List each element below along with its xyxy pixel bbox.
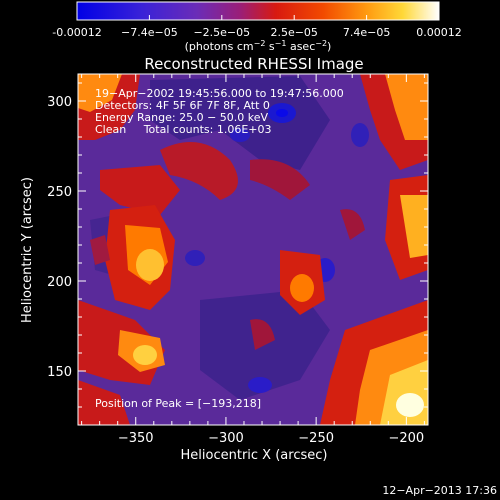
image-map bbox=[78, 74, 428, 425]
axis-ticks: −350 −300 −250 −200 150 200 250 300 bbox=[47, 74, 428, 446]
map-emission-region bbox=[340, 209, 365, 240]
annotation-energy-range: Energy Range: 25.0 − 50.0 keV bbox=[95, 111, 269, 124]
y-tick-label: 250 bbox=[47, 185, 72, 200]
map-emission-region bbox=[290, 274, 314, 302]
x-tick-label: −350 bbox=[118, 431, 154, 446]
map-emission-region bbox=[100, 165, 180, 215]
y-tick-label: 300 bbox=[47, 95, 72, 110]
annotation-clean-counts: Clean Total counts: 1.06E+03 bbox=[95, 123, 272, 136]
map-min-spot bbox=[230, 128, 250, 142]
y-tick-label: 150 bbox=[47, 365, 72, 380]
map-min-spot bbox=[248, 377, 272, 393]
x-tick-label: −200 bbox=[388, 431, 424, 446]
map-emission-region bbox=[78, 74, 122, 112]
colorbar-units: (photons cm−2 s−1 asec−2) bbox=[185, 39, 332, 53]
map-min-spot bbox=[276, 109, 288, 117]
plot-frame bbox=[77, 73, 429, 426]
map-emission-region bbox=[160, 142, 238, 200]
map-emission-region bbox=[396, 393, 424, 417]
peak-position-label: Position of Peak = [−193,218] bbox=[95, 397, 261, 410]
colorbar-tick-label: 7.4e−05 bbox=[343, 26, 390, 39]
map-emission-region bbox=[250, 159, 310, 200]
annotation-detectors: Detectors: 4F 5F 6F 7F 8F, Att 0 bbox=[95, 99, 270, 112]
colorbar-ticks: -0.00012 −7.4e−05 −2.5e−05 2.5e−05 7.4e−05 0.… bbox=[52, 15, 462, 39]
map-emission-region bbox=[400, 195, 428, 258]
map-emission-region bbox=[250, 319, 275, 350]
colorbar-tick-label: 2.5e−05 bbox=[270, 26, 317, 39]
x-tick-label: −300 bbox=[208, 431, 244, 446]
x-tick-label: −250 bbox=[298, 431, 334, 446]
x-axis-label: Heliocentric X (arcsec) bbox=[181, 448, 328, 463]
map-min-spot bbox=[351, 123, 369, 147]
map-emission-region bbox=[136, 249, 164, 281]
plot-title: Reconstructed RHESSI Image bbox=[144, 55, 363, 73]
colorbar-tick-label: -0.00012 bbox=[52, 26, 101, 39]
map-emission-region bbox=[90, 235, 110, 265]
colorbar-tick-label: −7.4e−05 bbox=[121, 26, 178, 39]
timestamp: 12−Apr−2013 17:36 bbox=[382, 484, 497, 497]
annotations: 19−Apr−2002 19:45:56.000 to 19:47:56.000… bbox=[95, 87, 344, 136]
y-tick-label: 200 bbox=[47, 275, 72, 290]
map-min-spot bbox=[185, 250, 205, 266]
map-emission-region bbox=[385, 74, 428, 140]
map-emission-region bbox=[78, 380, 130, 425]
colorbar-gradient bbox=[76, 1, 440, 21]
map-low-region bbox=[150, 76, 330, 170]
annotation-time-range: 19−Apr−2002 19:45:56.000 to 19:47:56.000 bbox=[95, 87, 344, 100]
y-axis-label: Heliocentric Y (arcsec) bbox=[20, 177, 35, 323]
map-emission-region bbox=[133, 345, 157, 365]
colorbar-tick-label: −2.5e−05 bbox=[193, 26, 250, 39]
colorbar: -0.00012 −7.4e−05 −2.5e−05 2.5e−05 7.4e−05 0.… bbox=[52, 1, 462, 53]
colorbar-tick-label: 0.00012 bbox=[416, 26, 462, 39]
